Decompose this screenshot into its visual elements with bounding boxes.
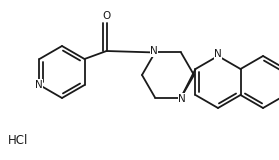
Text: N: N	[35, 80, 42, 90]
Text: N: N	[178, 93, 186, 104]
Text: N: N	[150, 47, 158, 56]
Text: HCl: HCl	[8, 134, 29, 147]
Text: N: N	[214, 49, 222, 59]
Text: O: O	[102, 11, 111, 21]
